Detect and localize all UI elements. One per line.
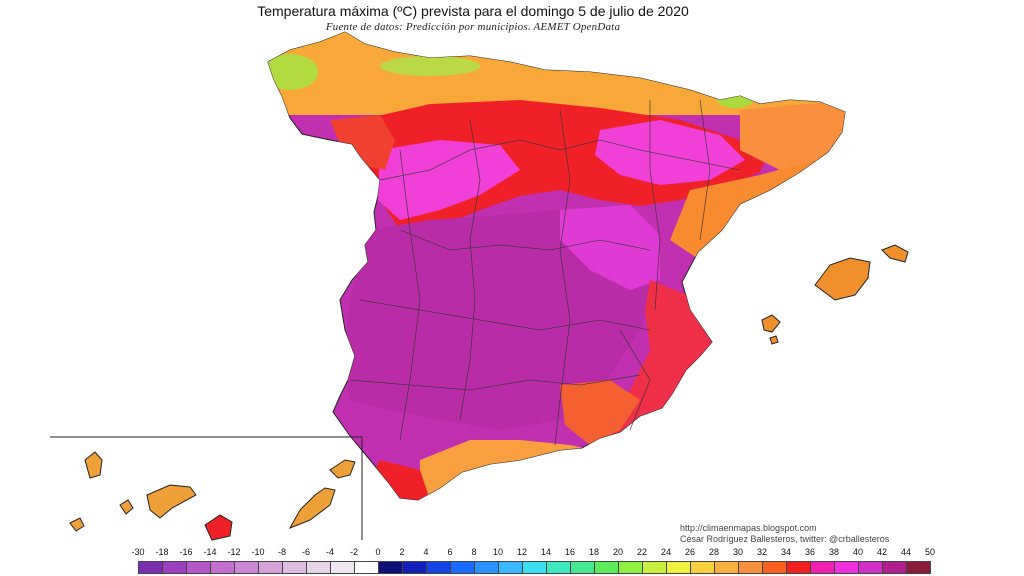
scale-label: 50 [924, 547, 936, 557]
scale-swatch [259, 562, 283, 573]
scale-label: 28 [708, 547, 720, 557]
scale-swatch [187, 562, 211, 573]
balearic-islands [761, 244, 909, 345]
scale-swatch [619, 562, 643, 573]
map-source: Fuente de datos: Predicción por municipi… [325, 21, 621, 33]
scale-label: 20 [612, 547, 624, 557]
scale-label: 6 [447, 547, 453, 557]
scale-swatch [523, 562, 547, 573]
scale-swatch [667, 562, 691, 573]
scale-swatch [739, 562, 763, 573]
scale-label: 44 [900, 547, 912, 557]
scale-label: -10 [251, 547, 265, 557]
scale-swatch [331, 562, 355, 573]
scale-swatch [547, 562, 571, 573]
scale-swatch [595, 562, 619, 573]
scale-swatch [883, 562, 907, 573]
scale-swatch [283, 562, 307, 573]
scale-label: 16 [564, 547, 576, 557]
region-borders [349, 99, 741, 446]
scale-swatch [811, 562, 835, 573]
scale-swatch [427, 562, 451, 573]
scale-label: 34 [780, 547, 792, 557]
scale-label: 14 [540, 547, 552, 557]
scale-label: 0 [375, 547, 381, 557]
scale-label: -14 [203, 547, 217, 557]
scale-swatch [235, 562, 259, 573]
scale-swatch [211, 562, 235, 573]
scale-swatch [451, 562, 475, 573]
scale-swatch [859, 562, 883, 573]
scale-swatch [379, 562, 403, 573]
scale-label: 2 [399, 547, 405, 557]
scale-label: -2 [349, 547, 359, 557]
scale-label: -4 [325, 547, 335, 557]
scale-label: 32 [756, 547, 768, 557]
scale-swatch [835, 562, 859, 573]
credit-url: http://climaenmapas.blogspot.com [680, 523, 817, 533]
scale-label: 40 [852, 547, 864, 557]
scale-label: -16 [179, 547, 193, 557]
map-title: Temperatura máxima (ºC) prevista para el… [257, 3, 689, 19]
scale-swatch [163, 562, 187, 573]
scale-label: 8 [471, 547, 477, 557]
scale-swatch [475, 562, 499, 573]
scale-label: 26 [684, 547, 696, 557]
scale-label: 36 [804, 547, 816, 557]
scale-label: -6 [301, 547, 311, 557]
scale-label: -18 [155, 547, 169, 557]
scale-label: -30 [131, 547, 145, 557]
scale-swatch [715, 562, 739, 573]
credit-author: César Rodríguez Ballesteros, twitter: @c… [680, 534, 890, 544]
scale-label: 38 [828, 547, 840, 557]
scale-label: 4 [423, 547, 429, 557]
scale-label: 42 [876, 547, 888, 557]
scale-swatch [355, 562, 379, 573]
scale-swatch [403, 562, 427, 573]
scale-swatch [307, 562, 331, 573]
scale-label: 18 [588, 547, 600, 557]
scale-label: -12 [227, 547, 241, 557]
scale-label: 24 [660, 547, 672, 557]
scale-label: 12 [516, 547, 528, 557]
scale-label: -8 [277, 547, 287, 557]
scale-label: 10 [492, 547, 504, 557]
scale-swatch [643, 562, 667, 573]
mainland-spain [267, 31, 846, 501]
scale-swatch [907, 562, 931, 573]
scale-labels: -30 -18 -16 -14 -12 -10 -8 -6 -4 -2 0 2 4 6 8 10 12 14 16 1… [131, 547, 938, 559]
scale-swatch [763, 562, 787, 573]
scale-swatch [139, 562, 163, 573]
scale-bar [138, 561, 931, 574]
temperature-map [50, 31, 909, 541]
scale-swatch [691, 562, 715, 573]
scale-label: 30 [732, 547, 744, 557]
scale-swatch [571, 562, 595, 573]
scale-label: 22 [636, 547, 648, 557]
scale-swatch [499, 562, 523, 573]
scale-swatch [787, 562, 811, 573]
canary-inset [50, 436, 363, 541]
temperature-scale: -30 -18 -16 -14 -12 -10 -8 -6 -4 -2 0 2 4 6 8 10 12 14 16 1… [131, 547, 938, 575]
